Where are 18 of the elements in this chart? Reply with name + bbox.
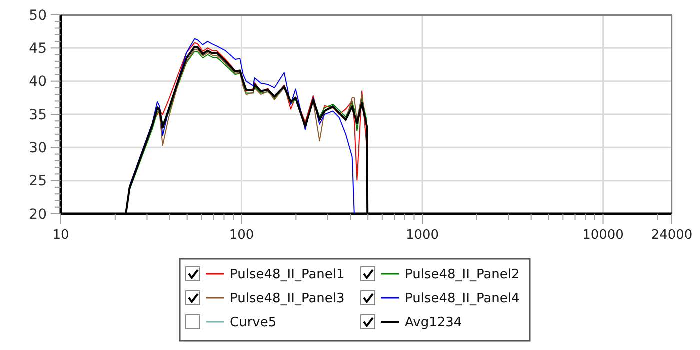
x-tick-label: 1000	[406, 228, 440, 243]
x-tick-label: 10	[52, 228, 70, 243]
x-tick-label: 10000	[582, 228, 624, 243]
x-tick-label: 24000	[651, 228, 693, 243]
legend-label: Pulse48_II_Panel1	[230, 268, 345, 283]
y-tick-label: 30	[29, 140, 47, 157]
legend-label: Pulse48_II_Panel4	[405, 292, 520, 307]
legend-label: Pulse48_II_Panel2	[405, 268, 520, 283]
y-tick-label: 45	[29, 41, 47, 58]
x-tick-label: 100	[229, 228, 254, 243]
legend-label: Curve5	[230, 316, 277, 331]
legend-label: Pulse48_II_Panel3	[230, 292, 345, 307]
legend-label: Avg1234	[405, 316, 462, 331]
y-tick-label: 35	[29, 107, 47, 124]
y-tick-label: 50	[29, 8, 47, 24]
y-tick-label: 40	[29, 74, 47, 90]
y-tick-label: 25	[29, 174, 47, 190]
y-tick-label: 20	[29, 206, 47, 223]
